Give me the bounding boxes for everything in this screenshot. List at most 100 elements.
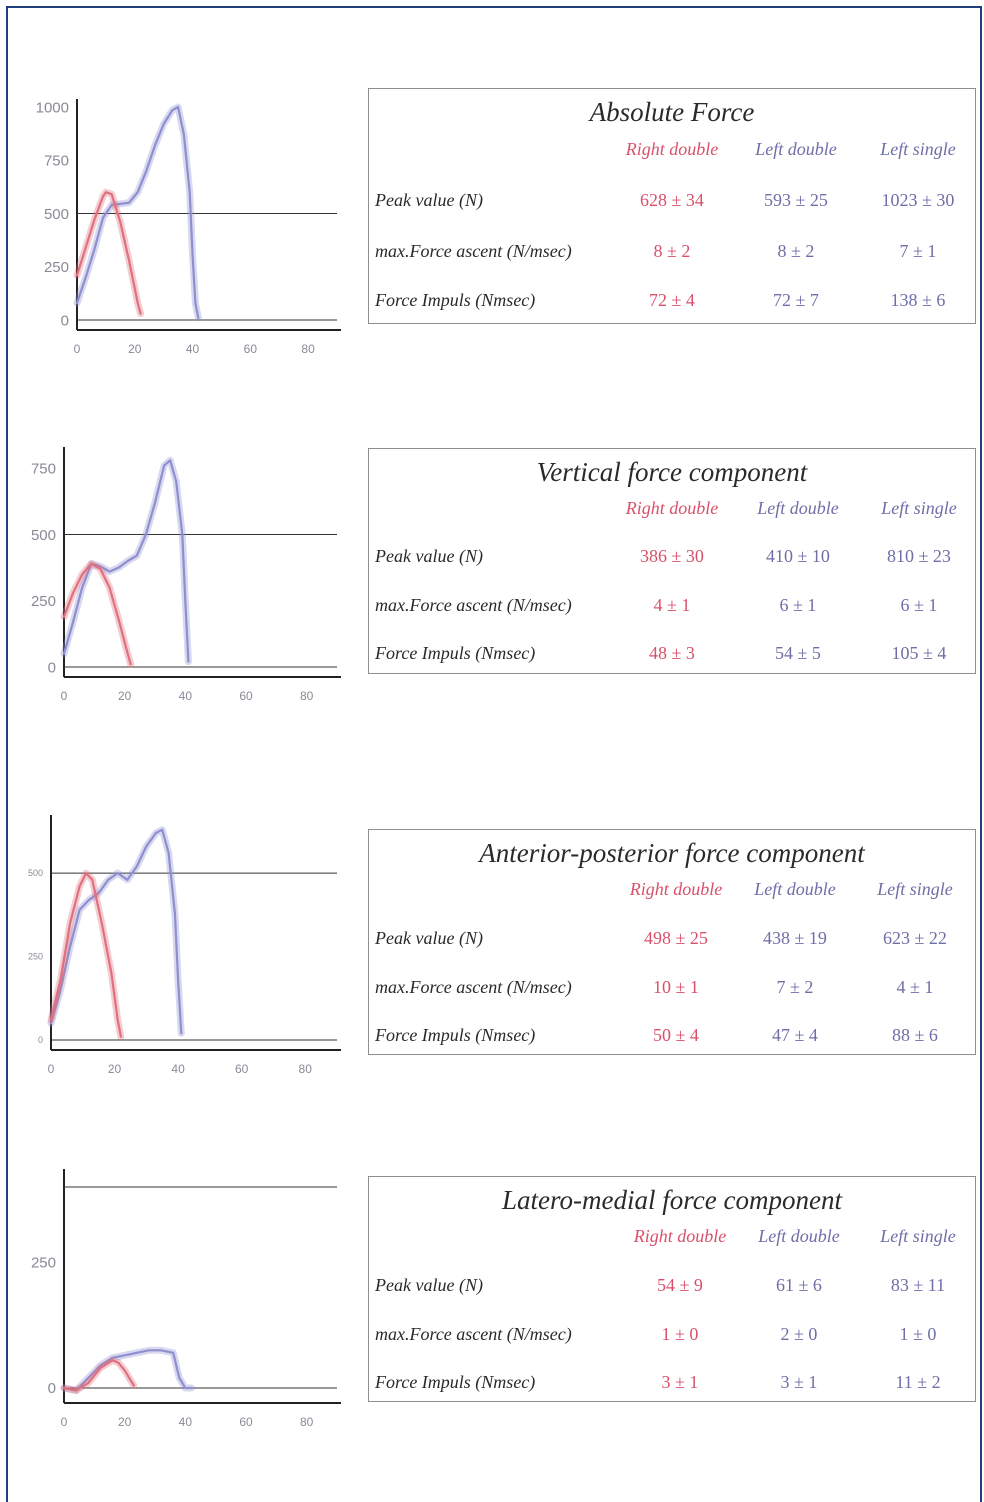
column-header-left-double: Left double: [755, 139, 837, 159]
x-tick-label: 0: [74, 342, 81, 356]
y-tick-label: 500: [44, 206, 69, 223]
row-label-peak-value: Peak value (N): [375, 546, 483, 566]
cell-value: 83 ± 11: [890, 1275, 946, 1295]
cell-value: 4 ± 1: [653, 595, 691, 615]
column-header-right-double: Right double: [625, 139, 719, 159]
cell-value: 6 ± 1: [900, 595, 938, 615]
y-tick-label: 0: [48, 659, 56, 676]
chart-latero-medial-force-svg: 250 0 0 20 40 60 80: [31, 1169, 341, 1429]
cell-value: 47 ± 4: [772, 1025, 818, 1045]
x-tick-label: 60: [239, 1415, 253, 1429]
cell-value: 1 ± 0: [899, 1324, 937, 1344]
cell-value: 628 ± 34: [640, 190, 704, 210]
chart-absolute-force-svg: 1000 750 500 250 00 20 40 60 80: [36, 99, 341, 356]
panel-title: Anterior-posterior force component: [479, 838, 865, 868]
cell-value: 4 ± 1: [896, 977, 934, 997]
series-line-1: [62, 1359, 135, 1392]
x-tick-label: 0: [61, 689, 68, 703]
column-header-right-double: Right double: [625, 498, 719, 518]
cell-value: 3 ± 1: [780, 1372, 818, 1392]
chart-absolute-force: 1000 750 500 250 0 0 20 40 60 80: [0, 95, 360, 405]
series-line-0: [75, 105, 200, 319]
x-tick-label: 60: [235, 1062, 249, 1076]
column-header-right-double: Right double: [629, 879, 723, 899]
cell-value: 1023 ± 30: [881, 190, 955, 210]
row-label-max-force-ascent: max.Force ascent (N/msec): [375, 977, 572, 997]
chart-latero-medial-force: 250 0 0 20 40 60 80: [0, 1165, 360, 1475]
row-label-force-impuls: Force Impuls (Nmsec): [375, 643, 536, 663]
x-tick-label: 80: [300, 689, 314, 703]
series-line-1: [75, 191, 142, 315]
cell-value: 72 ± 7: [773, 290, 819, 310]
cell-value: 54 ± 5: [775, 643, 821, 663]
column-header-right-double: Right double: [633, 1226, 727, 1246]
panel-anterior-posterior-force: Anterior-posterior force component Right…: [368, 829, 976, 1055]
series-line-1: [62, 562, 132, 666]
panel-title: Vertical force component: [536, 457, 808, 487]
x-tick-label: 40: [186, 342, 200, 356]
cell-value: 7 ± 2: [776, 977, 814, 997]
series-line-0: [49, 828, 183, 1035]
cell-value: 7 ± 1: [899, 241, 937, 261]
y-tick-label: 1000: [36, 99, 69, 116]
cell-value: 438 ± 19: [763, 928, 827, 948]
series-band-1: [60, 1356, 138, 1394]
chart-anterior-posterior-force: 500 250 0 0 20 40 60 80: [0, 815, 360, 1125]
x-tick-label: 20: [108, 1062, 122, 1076]
x-tick-label: 20: [118, 689, 132, 703]
panel-title: Latero-medial force component: [502, 1185, 842, 1215]
row-label-max-force-ascent: max.Force ascent (N/msec): [375, 241, 572, 261]
cell-value: 386 ± 30: [640, 546, 704, 566]
column-header-left-single: Left single: [877, 879, 953, 899]
row-label-max-force-ascent: max.Force ascent (N/msec): [375, 1324, 572, 1344]
panel-title: Absolute Force: [589, 97, 755, 127]
x-tick-label: 80: [300, 1415, 314, 1429]
y-tick-label: 250: [31, 593, 56, 610]
row-label-force-impuls: Force Impuls (Nmsec): [375, 1025, 536, 1045]
chart-anterior-posterior-force-svg: 500 250 0 0 20 40 60 80: [28, 815, 341, 1076]
cell-value: 498 ± 25: [644, 928, 708, 948]
series-line-0: [62, 459, 190, 663]
column-header-left-single: Left single: [880, 1226, 956, 1246]
cell-value: 105 ± 4: [891, 643, 947, 663]
x-tick-label: 80: [301, 342, 315, 356]
cell-value: 11 ± 2: [895, 1372, 941, 1392]
column-header-left-single: Left single: [880, 139, 956, 159]
column-header-left-double: Left double: [757, 498, 839, 518]
x-tick-label: 60: [244, 342, 258, 356]
cell-value: 54 ± 9: [657, 1275, 703, 1295]
x-tick-label: 40: [179, 689, 193, 703]
cell-value: 8 ± 2: [653, 241, 691, 261]
y-tick-label: 500: [31, 527, 56, 544]
x-tick-label: 20: [118, 1415, 132, 1429]
cell-value: 8 ± 2: [777, 241, 815, 261]
cell-value: 138 ± 6: [890, 290, 946, 310]
y-tick-label: 250: [44, 259, 69, 276]
x-tick-label: 80: [299, 1062, 313, 1076]
x-tick-label: 40: [171, 1062, 185, 1076]
x-tick-label: 0: [61, 1415, 68, 1429]
cell-value: 10 ± 1: [653, 977, 699, 997]
row-label-max-force-ascent: max.Force ascent (N/msec): [375, 595, 572, 615]
row-label-peak-value: Peak value (N): [375, 190, 483, 210]
x-tick-label: 60: [239, 689, 253, 703]
column-header-left-double: Left double: [754, 879, 836, 899]
row-label-peak-value: Peak value (N): [375, 1275, 483, 1295]
y-tick-label: 750: [31, 461, 56, 478]
y-tick-label: 250: [28, 952, 43, 962]
y-tick-label: 750: [44, 153, 69, 170]
column-header-left-single: Left single: [881, 498, 957, 518]
row-label-peak-value: Peak value (N): [375, 928, 483, 948]
cell-value: 88 ± 6: [892, 1025, 938, 1045]
column-header-left-double: Left double: [758, 1226, 840, 1246]
y-tick-label: 0: [38, 1035, 43, 1045]
cell-value: 593 ± 25: [764, 190, 828, 210]
cell-value: 2 ± 0: [780, 1324, 818, 1344]
cell-value: 6 ± 1: [779, 595, 817, 615]
x-tick-label: 20: [128, 342, 142, 356]
page-frame: [6, 6, 982, 1502]
chart-vertical-force-svg: 750 500 250 00 20 40 60 80: [31, 447, 341, 703]
y-tick-label: 0: [48, 1380, 56, 1397]
cell-value: 61 ± 6: [776, 1275, 822, 1295]
row-label-force-impuls: Force Impuls (Nmsec): [375, 290, 536, 310]
